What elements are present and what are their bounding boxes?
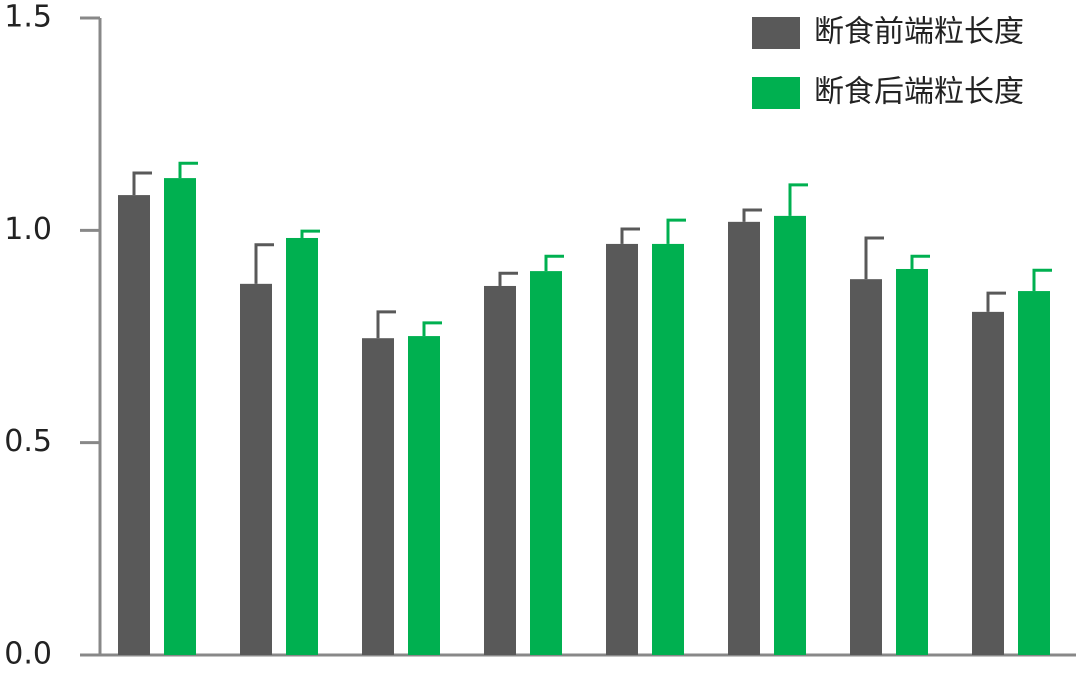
- y-tick-label: 1.0: [4, 212, 52, 247]
- bar: [240, 283, 272, 655]
- legend-label: 断食前端粒长度: [814, 15, 1024, 50]
- bar: [896, 268, 928, 655]
- bar: [408, 336, 440, 655]
- bar: [606, 243, 638, 655]
- bar: [118, 195, 150, 655]
- legend-label: 断食后端粒长度: [814, 75, 1024, 110]
- bar: [530, 271, 562, 655]
- bar: [164, 178, 196, 655]
- y-tick-label: 0.5: [4, 424, 52, 459]
- legend-swatch: [752, 17, 800, 49]
- y-tick-label: 1.5: [4, 0, 52, 35]
- bar: [652, 243, 684, 655]
- legend-swatch: [752, 77, 800, 109]
- bar: [728, 221, 760, 655]
- bar: [1018, 291, 1050, 655]
- bar: [286, 237, 318, 655]
- bar: [850, 279, 882, 655]
- bar: [362, 338, 394, 655]
- bar: [484, 285, 516, 655]
- bar: [972, 311, 1004, 655]
- bar: [774, 215, 806, 656]
- y-tick-label: 0.0: [4, 637, 52, 672]
